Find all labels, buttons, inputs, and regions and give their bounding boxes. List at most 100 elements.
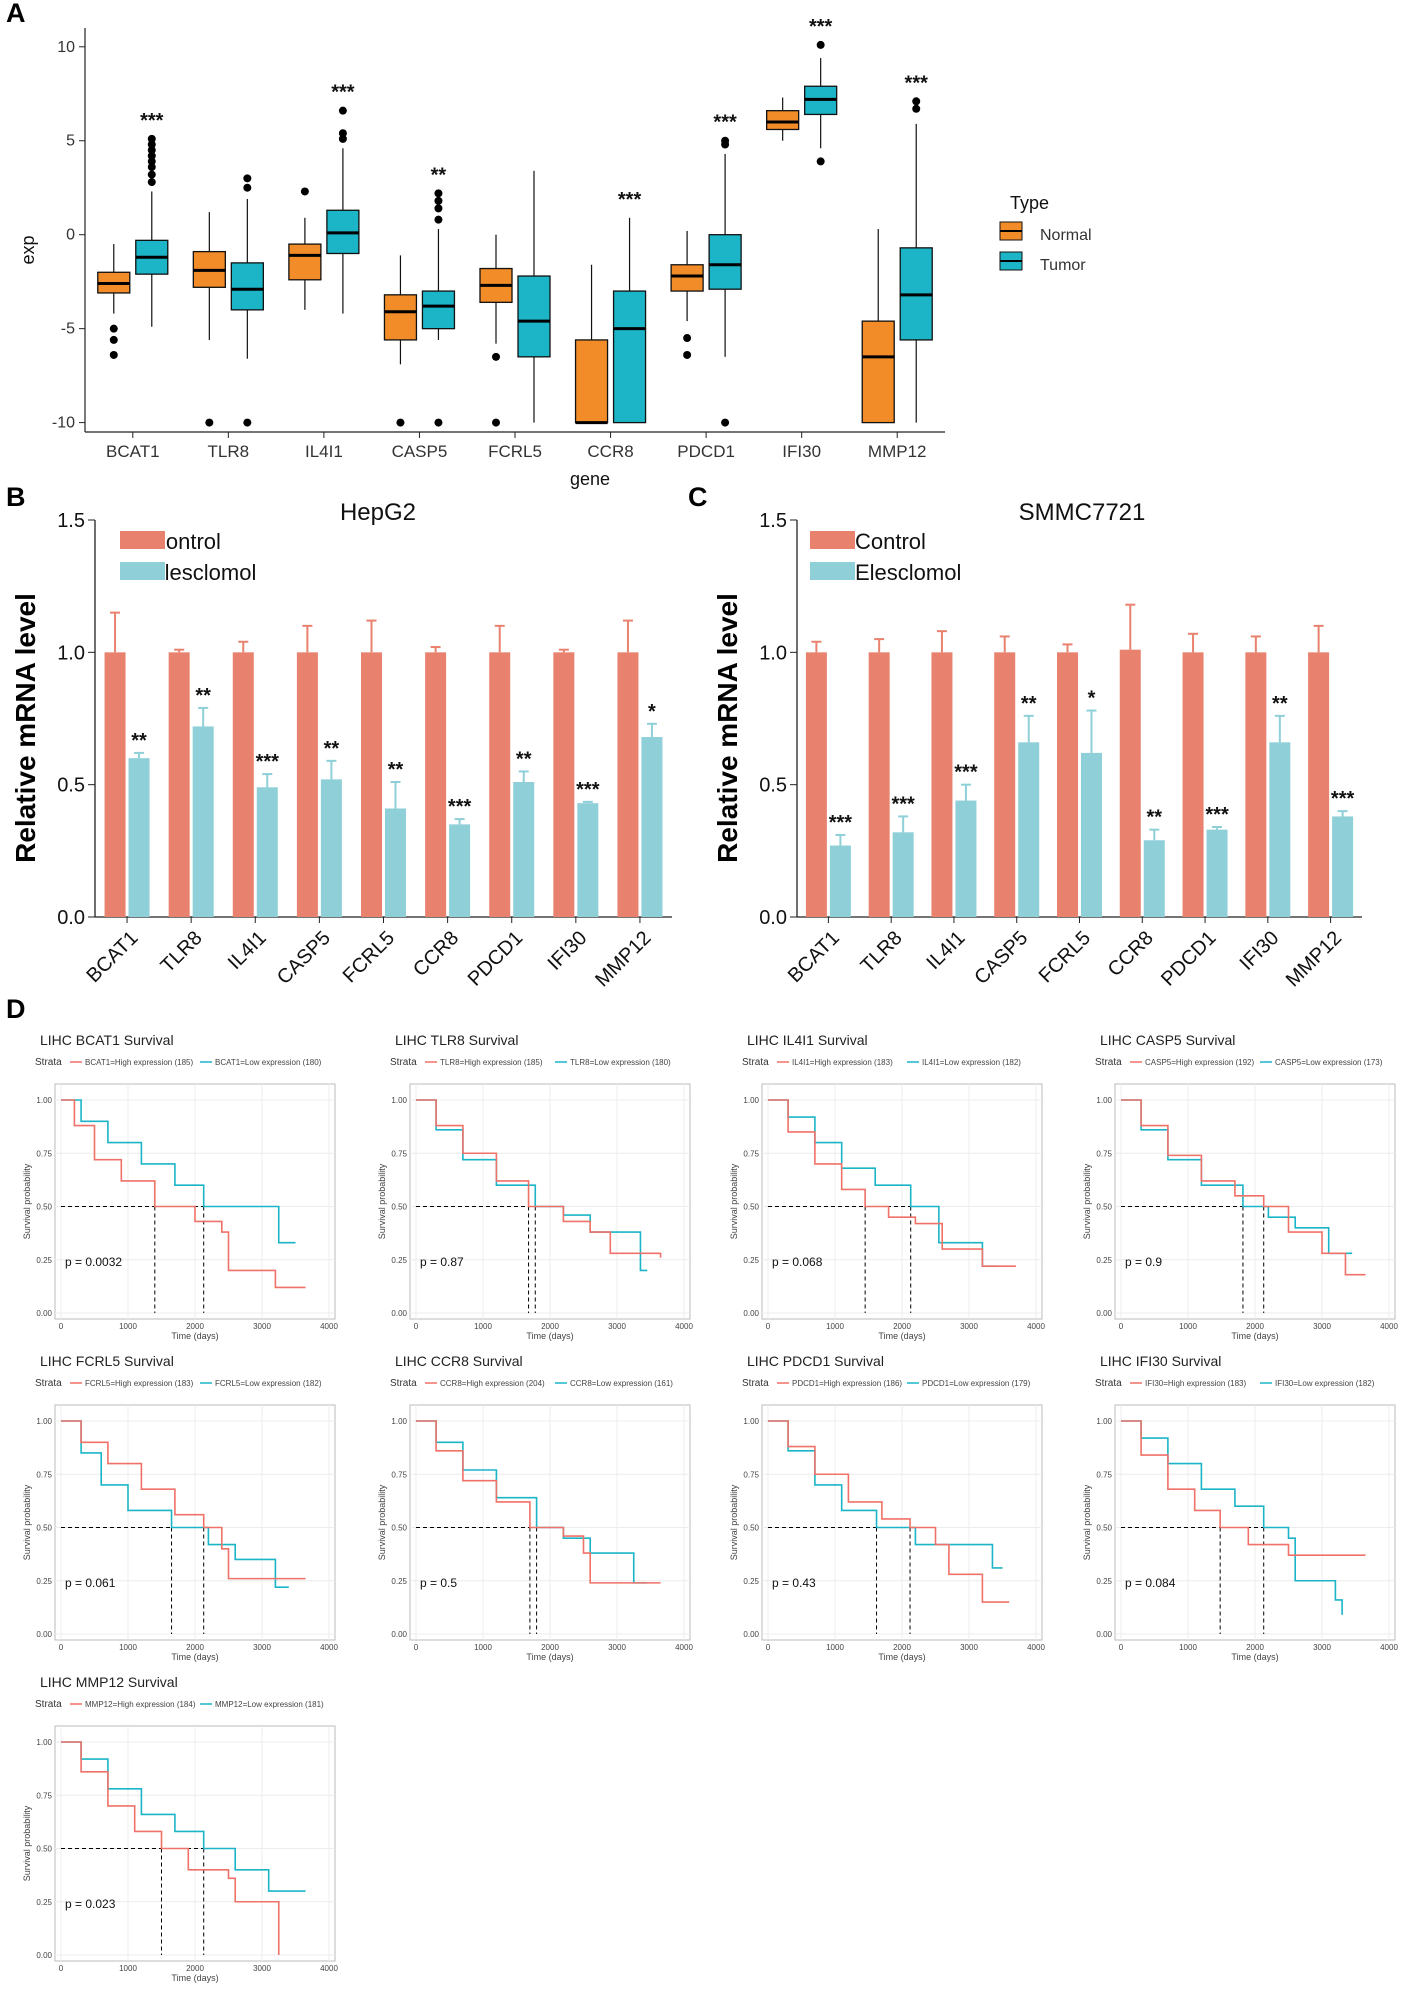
km-title: LIHC CCR8 Survival [395,1353,523,1369]
outlier-point [109,335,118,344]
km-legend-high: CCR8=High expression (204) [440,1379,545,1388]
outlier-point [147,140,156,149]
legend-label-tumor: Tumor [1040,257,1086,274]
km-legend-high: CASP5=High expression (192) [1145,1058,1255,1067]
km-x-tick-label: 3000 [253,1964,271,1973]
km-legend-low: MMP12=Low expression (181) [215,1700,324,1709]
km-y-tick-label: 1.00 [743,1417,759,1426]
km-p-value: p = 0.9 [1125,1255,1162,1269]
outlier-point [243,183,252,192]
x-tick-label: IL4I1 [305,442,343,461]
outlier-point [492,418,500,427]
box-normal [288,243,322,281]
km-x-axis-label: Time (days) [878,1331,925,1341]
panel-label-c: C [688,482,708,512]
y-axis-label: exp [18,235,38,264]
km-x-tick-label: 2000 [1246,1643,1264,1652]
bar-control [1182,652,1204,917]
km-strata-label: Strata [35,1699,62,1710]
km-x-tick-label: 2000 [1246,1322,1264,1331]
x-tick-label: FCRL5 [1035,927,1095,987]
km-title: LIHC PDCD1 Survival [747,1353,884,1369]
km-y-tick-label: 0.25 [1096,1577,1112,1586]
km-y-tick-label: 0.75 [743,1470,759,1479]
km-strata-label: Strata [35,1378,62,1389]
y-tick-label: 1.0 [759,642,787,664]
significance-mark: * [648,701,656,723]
x-tick-label: FCRL5 [339,927,399,987]
km-y-tick-label: 1.00 [743,1096,759,1105]
significance-mark: *** [809,16,833,38]
y-tick-label: 10 [57,39,75,56]
km-curve-high [416,1420,661,1584]
significance-mark: ** [431,164,447,186]
km-y-tick-label: 0.75 [1096,1470,1112,1479]
km-strata-label: Strata [742,1378,769,1389]
bar-control [232,652,254,917]
km-panel: LIHC CCR8 Survival Strata CCR8=High expres… [377,1353,693,1662]
bar-elesclomol [1206,829,1228,917]
outlier-point [147,163,156,172]
km-y-axis-label: Survival probability [729,1163,739,1239]
outlier-point [912,97,921,106]
bar-control [868,652,890,917]
outlier-point [912,104,921,113]
km-panel: LIHC MMP12 Survival Strata MMP12=High expr… [22,1674,338,1983]
significance-mark: ** [1272,693,1288,715]
y-tick-label: 0.5 [759,775,787,797]
km-y-tick-label: 0.00 [1096,1630,1112,1639]
km-legend-low: CCR8=Low expression (161) [570,1379,673,1388]
km-y-axis-label: Survival probability [1082,1484,1092,1560]
box-tumor [708,234,742,290]
km-x-tick-label: 1000 [826,1322,844,1331]
km-legend-low: BCAT1=Low expression (180) [215,1058,322,1067]
bar-elesclomol [1332,816,1354,917]
km-y-tick-label: 0.50 [743,1524,759,1533]
km-y-tick-label: 1.00 [36,1417,52,1426]
outlier-point [338,134,347,143]
km-y-tick-label: 0.50 [36,1203,52,1212]
x-axis-label: gene [570,469,610,489]
significance-mark: ** [516,748,532,770]
bar-control [1057,652,1078,917]
y-axis-label: Relative mRNA level [10,593,41,863]
km-x-tick-label: 4000 [1027,1322,1045,1331]
km-legend-low: FCRL5=Low expression (182) [215,1379,322,1388]
km-curve-high [61,1741,280,1955]
bar-elesclomol [256,787,278,917]
km-y-axis-label: Survival probability [22,1163,32,1239]
km-curve-high [1121,1099,1366,1276]
km-y-tick-label: 0.25 [36,1898,52,1907]
significance-mark: *** [829,812,853,834]
bar-control [805,652,827,917]
significance-mark: *** [140,110,164,132]
box-tumor [421,290,456,330]
outlier-point [147,170,156,179]
km-y-tick-label: 1.00 [391,1417,407,1426]
km-x-tick-label: 1000 [826,1643,844,1652]
km-x-tick-label: 2000 [186,1643,204,1652]
y-tick-label: 0.0 [57,907,85,929]
significance-mark: *** [256,751,280,773]
x-tick-label: MMP12 [1282,927,1346,991]
outlier-point [434,418,443,427]
bar-elesclomol [829,845,851,917]
km-x-axis-label: Time (days) [171,1973,218,1983]
km-x-tick-label: 0 [59,1643,64,1652]
km-curve-low [61,1741,306,1892]
significance-mark: *** [448,796,472,818]
km-curve-low [1121,1420,1343,1615]
significance-mark: *** [1331,788,1355,810]
bar-elesclomol [1143,840,1165,917]
x-tick-label: CCR8 [1104,927,1158,981]
km-panel: LIHC IFI30 Survival Strata IFI30=High expr… [1082,1353,1398,1662]
panel-b-bar: HepG2 Relative mRNA level Control Elescl… [10,499,672,991]
significance-mark: *** [331,82,355,104]
legend-key-control [810,531,855,549]
outlier-point [434,215,443,224]
y-tick-label: 0.5 [57,775,85,797]
significance-mark: ** [324,738,340,760]
bar-elesclomol [1081,752,1102,917]
km-y-tick-label: 0.75 [743,1149,759,1158]
km-x-tick-label: 4000 [320,1322,338,1331]
